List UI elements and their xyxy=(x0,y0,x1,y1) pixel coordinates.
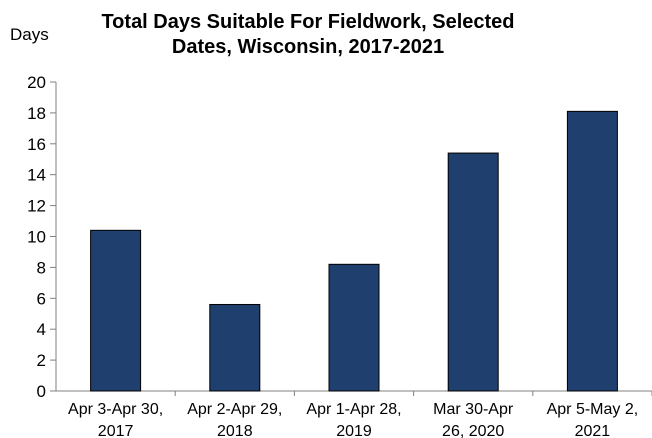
y-tick-label: 8 xyxy=(37,258,46,277)
x-tick-label-line2: 2017 xyxy=(98,423,134,438)
bar xyxy=(328,263,380,392)
bar xyxy=(447,152,499,392)
y-tick-label: 14 xyxy=(27,166,46,185)
x-tick-label-line2: 26, 2020 xyxy=(442,423,504,438)
x-tick-label: Mar 30-Apr xyxy=(433,401,514,418)
bar xyxy=(209,303,261,392)
x-tick-label: Apr 1-Apr 28, xyxy=(306,401,401,418)
y-tick-label: 6 xyxy=(37,289,46,308)
y-tick-label: 4 xyxy=(37,320,46,339)
x-tick-label-line2: 2021 xyxy=(575,423,611,438)
x-tick-label: Apr 3-Apr 30, xyxy=(68,401,163,418)
y-tick-label: 20 xyxy=(27,73,46,92)
y-tick-label: 12 xyxy=(27,197,46,216)
y-axis-label: Days xyxy=(10,25,49,44)
bar xyxy=(566,110,618,392)
chart-title: Total Days Suitable For Fieldwork, Selec… xyxy=(101,11,515,58)
y-tick-label: 10 xyxy=(27,228,46,247)
x-tick-label: Apr 2-Apr 29, xyxy=(187,401,282,418)
y-tick-label: 0 xyxy=(37,382,46,401)
x-tick-label-line2: 2018 xyxy=(217,423,253,438)
x-tick-label: Apr 5-May 2, xyxy=(547,401,639,418)
y-tick-label: 16 xyxy=(27,135,46,154)
y-tick-label: 2 xyxy=(37,351,46,370)
bar xyxy=(90,229,142,392)
y-tick-label: 18 xyxy=(27,104,46,123)
x-tick-label-line2: 2019 xyxy=(336,423,372,438)
